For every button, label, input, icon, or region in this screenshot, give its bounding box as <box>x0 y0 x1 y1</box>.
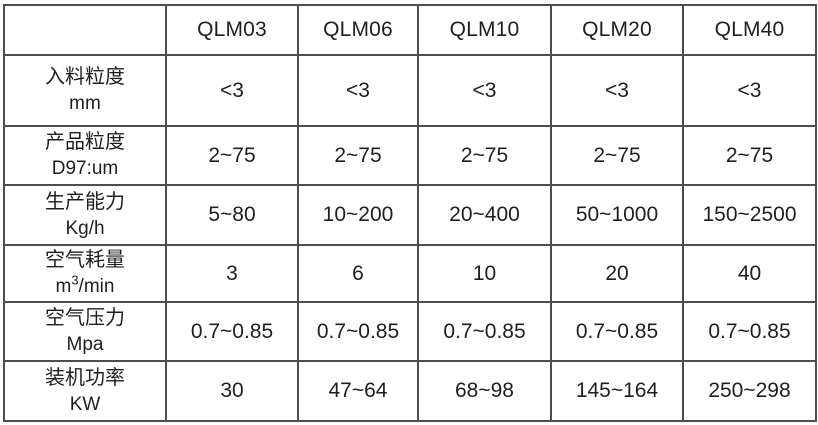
spec-cell: 2~75 <box>550 125 684 187</box>
column-header-qlm03: QLM03 <box>165 4 299 56</box>
column-header-qlm40: QLM40 <box>682 4 817 56</box>
row-label-line2: mm <box>69 93 101 115</box>
table-row-feed-size: 入料粒度 mm <3 <3 <3 <3 <3 <box>3 53 817 128</box>
spec-cell: 0.7~0.85 <box>297 301 419 362</box>
spec-cell: 150~2500 <box>682 184 817 247</box>
spec-cell: 2~75 <box>165 125 299 187</box>
row-label-line1: 入料粒度 <box>45 66 125 89</box>
row-label-air-consumption: 空气耗量 m3/min <box>3 244 167 304</box>
spec-cell: 20~400 <box>417 184 552 247</box>
spec-cell: 3 <box>165 244 299 304</box>
row-label-air-pressure: 空气压力 Mpa <box>3 301 167 362</box>
header-row: QLM03 QLM06 QLM10 QLM20 QLM40 <box>3 4 817 56</box>
spec-cell: 2~75 <box>682 125 817 187</box>
spec-cell: 50~1000 <box>550 184 684 247</box>
spec-cell: 2~75 <box>417 125 552 187</box>
spec-cell: 0.7~0.85 <box>682 301 817 362</box>
row-label-line2: m3/min <box>55 272 115 298</box>
row-label-line2: D97:um <box>51 158 119 180</box>
row-label-feed-size: 入料粒度 mm <box>3 53 167 128</box>
row-label-line1: 装机功率 <box>45 366 125 389</box>
spec-cell: 0.7~0.85 <box>550 301 684 362</box>
spec-cell: 0.7~0.85 <box>165 301 299 362</box>
table-row-product-size: 产品粒度 D97:um 2~75 2~75 2~75 2~75 2~75 <box>3 125 817 187</box>
spec-cell: 10 <box>417 244 552 304</box>
spec-cell: 40 <box>682 244 817 304</box>
spec-cell: 5~80 <box>165 184 299 247</box>
row-label-line1: 空气耗量 <box>45 249 125 272</box>
spec-cell: <3 <box>165 53 299 128</box>
table-row-installed-power: 装机功率 KW 30 47~64 68~98 145~164 250~298 <box>3 359 817 423</box>
row-label-line2: KW <box>69 393 101 415</box>
table-row-air-consumption: 空气耗量 m3/min 3 6 10 20 40 <box>3 244 817 304</box>
table-row-air-pressure: 空气压力 Mpa 0.7~0.85 0.7~0.85 0.7~0.85 0.7~… <box>3 301 817 362</box>
row-label-line1: 产品粒度 <box>45 131 125 154</box>
spec-cell: 68~98 <box>417 359 552 423</box>
spec-cell: 0.7~0.85 <box>417 301 552 362</box>
spec-cell: <3 <box>297 53 419 128</box>
spec-table: QLM03 QLM06 QLM10 QLM20 QLM40 入料粒度 mm <3… <box>3 4 817 423</box>
spec-cell: 6 <box>297 244 419 304</box>
row-label-line1: 生产能力 <box>45 190 125 213</box>
unit-superscript: 3 <box>71 272 79 288</box>
table-row-capacity: 生产能力 Kg/h 5~80 10~200 20~400 50~1000 150… <box>3 184 817 247</box>
spec-cell: 20 <box>550 244 684 304</box>
spec-cell: 250~298 <box>682 359 817 423</box>
row-label-capacity: 生产能力 Kg/h <box>3 184 167 247</box>
column-header-qlm06: QLM06 <box>297 4 419 56</box>
row-label-line1: 空气压力 <box>45 307 125 330</box>
row-label-line2: Kg/h <box>65 217 105 239</box>
column-header-qlm20: QLM20 <box>550 4 684 56</box>
spec-cell: <3 <box>682 53 817 128</box>
row-label-line2: Mpa <box>66 334 104 356</box>
spec-cell: 30 <box>165 359 299 423</box>
spec-cell: <3 <box>550 53 684 128</box>
row-label-product-size: 产品粒度 D97:um <box>3 125 167 187</box>
spec-cell: 145~164 <box>550 359 684 423</box>
corner-cell <box>3 4 167 56</box>
spec-cell: 47~64 <box>297 359 419 423</box>
column-header-qlm10: QLM10 <box>417 4 552 56</box>
spec-cell: <3 <box>417 53 552 128</box>
spec-table-container: QLM03 QLM06 QLM10 QLM20 QLM40 入料粒度 mm <3… <box>3 4 817 423</box>
row-label-installed-power: 装机功率 KW <box>3 359 167 423</box>
spec-cell: 10~200 <box>297 184 419 247</box>
spec-cell: 2~75 <box>297 125 419 187</box>
